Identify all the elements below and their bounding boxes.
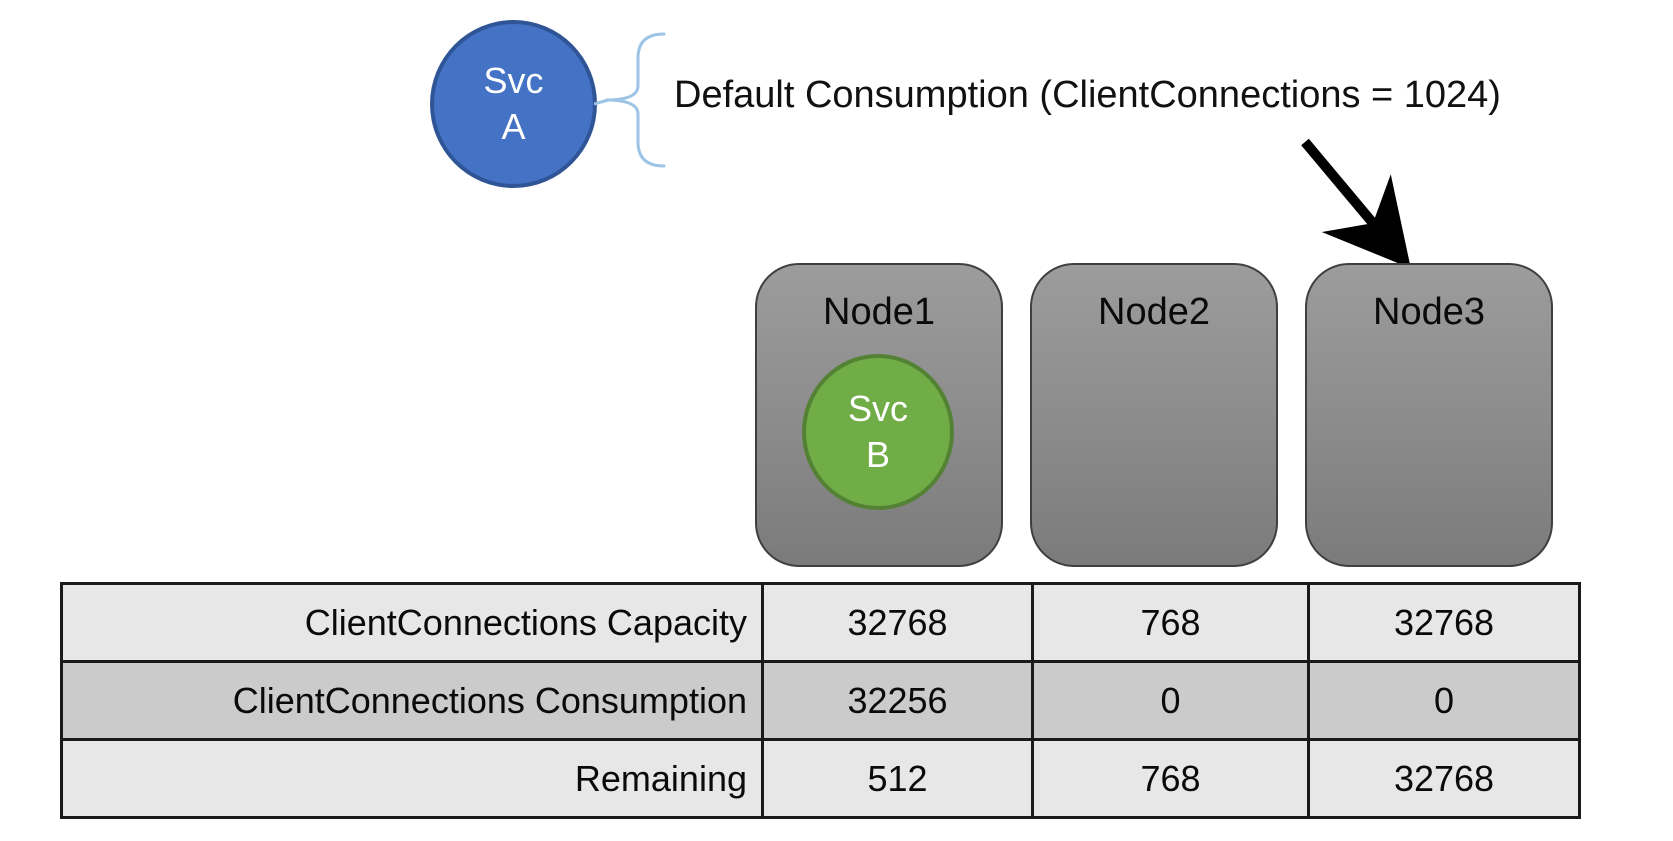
node2-label: Node2 (1098, 291, 1210, 333)
node1-box: Node1 Svc B (755, 263, 1003, 567)
svc-a-label-line2: A (501, 106, 526, 147)
capacity-node2: 768 (1031, 582, 1310, 663)
svc-a-label-line1: Svc (483, 60, 544, 101)
arrow-icon (1301, 138, 1411, 269)
svc-b-label-line2: B (865, 434, 890, 475)
node2-box: Node2 (1030, 263, 1278, 567)
row-label-remaining: Remaining (60, 738, 764, 819)
consumption-node3: 0 (1307, 660, 1581, 741)
capacity-node3: 32768 (1307, 582, 1581, 663)
annotation-text: Default Consumption (ClientConnections =… (674, 74, 1501, 116)
node3-box: Node3 (1305, 263, 1553, 567)
consumption-node1: 32256 (761, 660, 1034, 741)
table-row: Remaining 512 768 32768 (60, 738, 1581, 819)
node3-label: Node3 (1373, 291, 1485, 333)
remaining-node1: 512 (761, 738, 1034, 819)
row-label-consumption: ClientConnections Consumption (60, 660, 764, 741)
brace-icon (594, 32, 666, 168)
consumption-node2: 0 (1031, 660, 1310, 741)
node1-label: Node1 (823, 291, 935, 333)
svc-b-circle: Svc B (802, 354, 954, 510)
remaining-node3: 32768 (1307, 738, 1581, 819)
capacity-node1: 32768 (761, 582, 1034, 663)
table-row: ClientConnections Capacity 32768 768 327… (60, 582, 1581, 663)
svc-a-circle: Svc A (430, 20, 597, 188)
capacity-table: ClientConnections Capacity 32768 768 327… (60, 582, 1581, 819)
remaining-node2: 768 (1031, 738, 1310, 819)
row-label-capacity: ClientConnections Capacity (60, 582, 764, 663)
svc-b-label-line1: Svc (847, 388, 908, 429)
table-row: ClientConnections Consumption 32256 0 0 (60, 660, 1581, 741)
